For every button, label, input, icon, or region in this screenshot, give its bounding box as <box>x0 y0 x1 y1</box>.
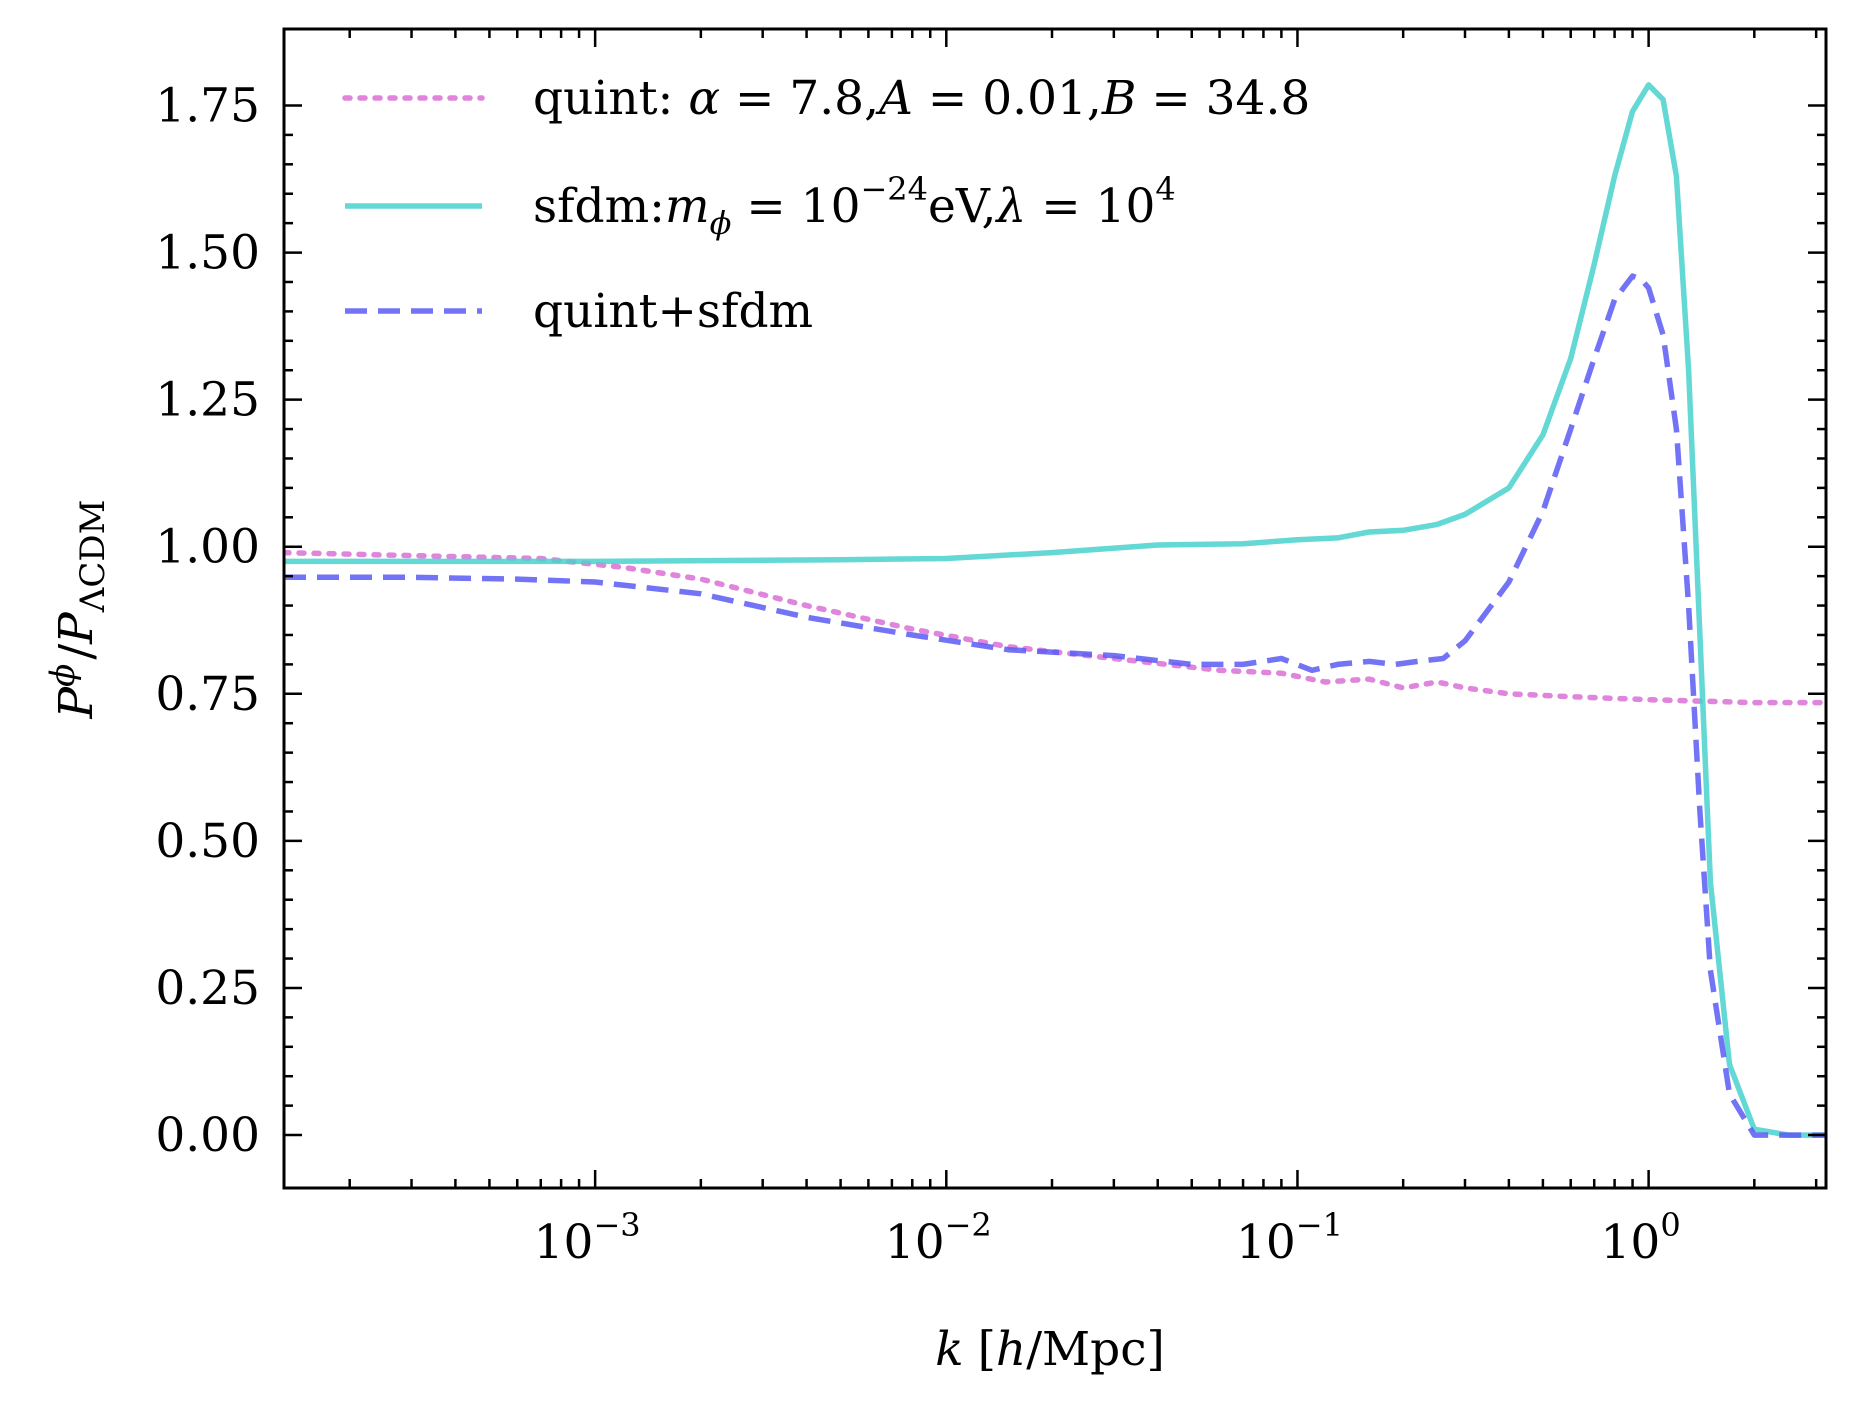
x-tick-label-2: 10−1 <box>1236 1206 1343 1270</box>
y-axis-title: Pϕ/PΛCDM <box>43 500 113 720</box>
y-tick-label-0: 0.00 <box>155 1108 260 1163</box>
y-tick-label-1: 0.25 <box>155 961 260 1016</box>
plot-frame <box>282 27 1828 1190</box>
series-layer <box>284 82 1826 1138</box>
label-layer: 10−3 10−2 10−1 100 0.00 0.25 0.50 0.75 1.00 1.25 1… <box>155 78 1680 1270</box>
series-line-2 <box>284 273 1826 1138</box>
y-tick-label-6: 1.50 <box>155 226 260 281</box>
y-tick-label-4: 1.00 <box>155 520 260 575</box>
tick-layer <box>284 29 1826 1188</box>
legend-label-2: quint+sfdm <box>533 284 813 339</box>
legend: quint: α = 7.8,A = 0.01,B = 34.8 sfdm:mϕ … <box>342 71 1310 339</box>
x-tick-label-3: 100 <box>1601 1206 1681 1270</box>
y-tick-label-2: 0.50 <box>155 814 260 869</box>
x-tick-label-0: 10−3 <box>534 1206 641 1270</box>
series-line-1 <box>284 82 1826 1138</box>
y-tick-label-5: 1.25 <box>155 373 260 428</box>
legend-label-1: sfdm:mϕ = 10−24eV,λ = 104 <box>533 170 1176 242</box>
x-axis-title: k [h/Mpc] <box>935 1322 1165 1377</box>
x-tick-label-1: 10−2 <box>885 1206 992 1270</box>
y-tick-label-7: 1.75 <box>155 78 260 133</box>
series-line-0 <box>284 549 1826 706</box>
legend-label-0: quint: α = 7.8,A = 0.01,B = 34.8 <box>533 71 1310 126</box>
y-tick-label-3: 0.75 <box>155 667 260 722</box>
